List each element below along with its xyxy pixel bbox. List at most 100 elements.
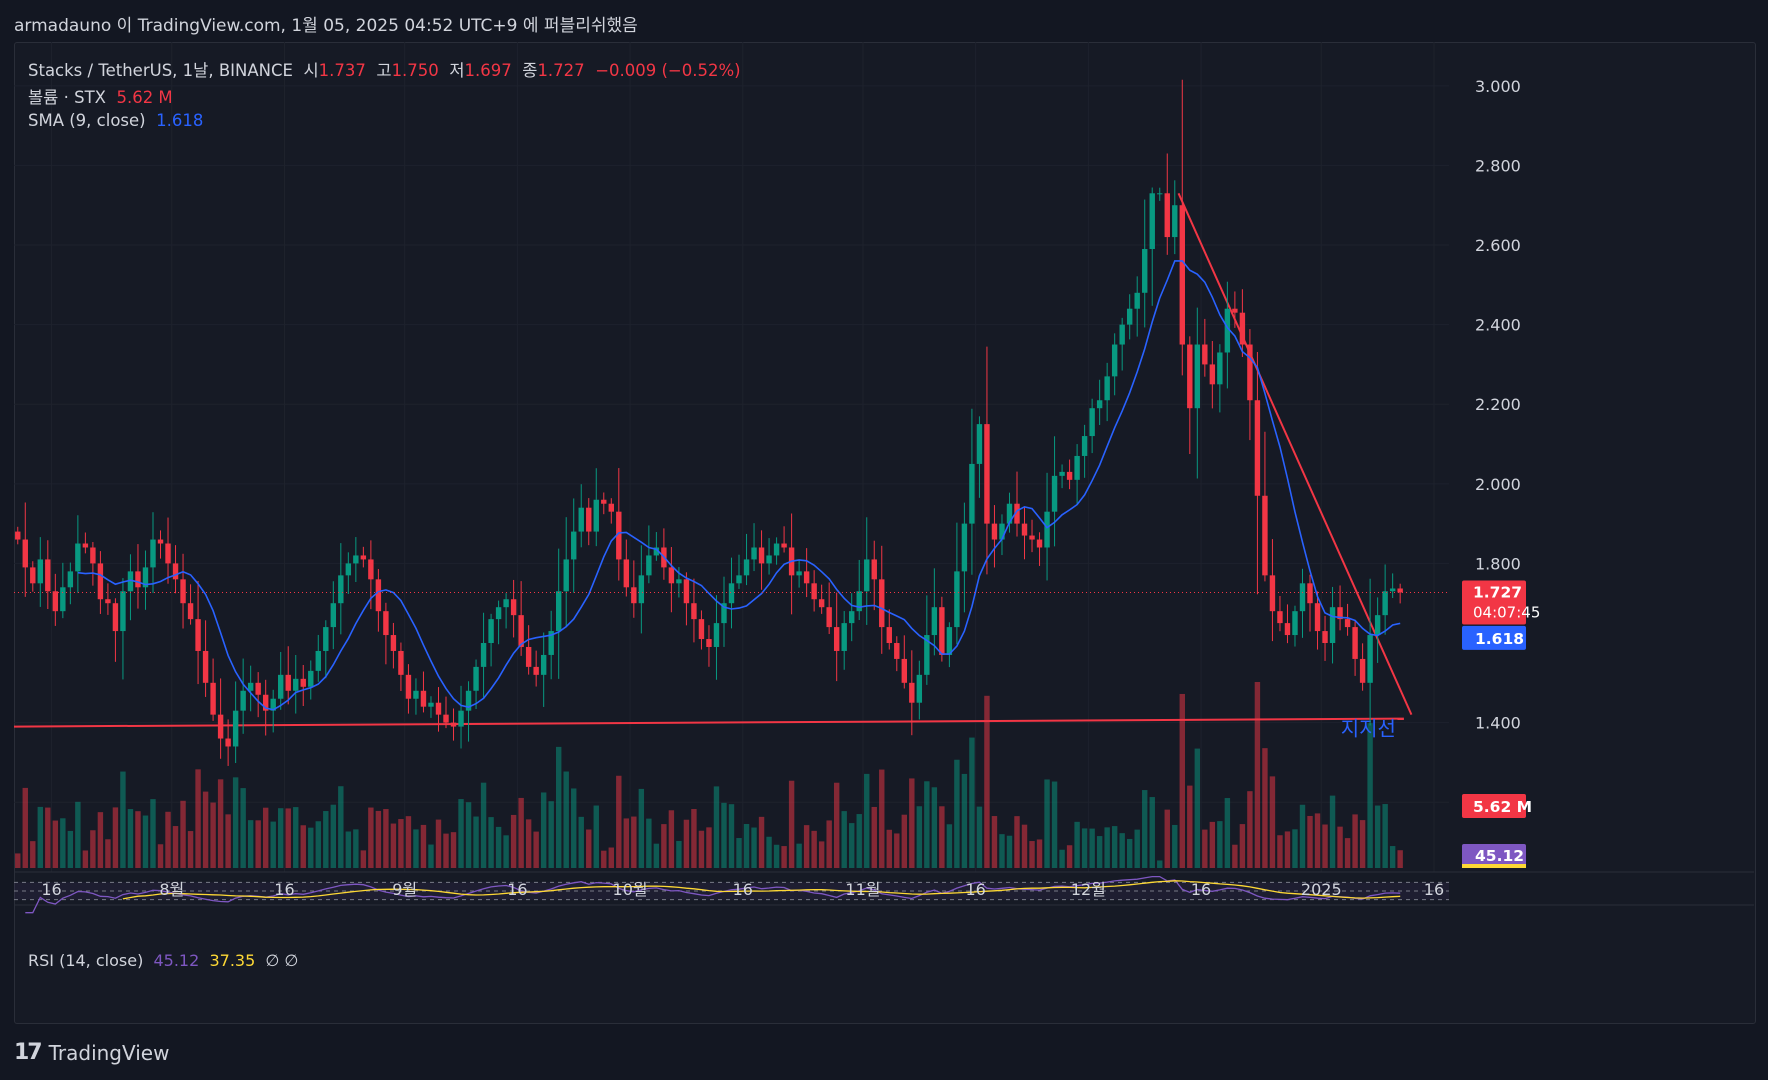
resistance-trendline[interactable] <box>1177 192 1413 716</box>
countdown-label: 04:07:45 <box>1473 603 1540 621</box>
volume-bar <box>563 771 569 868</box>
x-axis-tick-label: 16 <box>1424 880 1444 899</box>
candle-body <box>262 694 269 711</box>
volume-bar <box>1202 829 1208 868</box>
rsi-ma-value: 37.35 <box>209 951 256 970</box>
rsi-legend[interactable]: RSI (14, close) 45.12 37.35 ∅ ∅ <box>28 951 298 970</box>
candle-body <box>45 559 51 592</box>
candle-body <box>638 575 645 604</box>
volume-bar <box>736 838 742 868</box>
volume-bar <box>1269 776 1276 868</box>
volume-bar <box>864 773 870 868</box>
candle-body <box>368 559 374 580</box>
last-price-badge[interactable] <box>1462 580 1526 625</box>
sma-line[interactable] <box>77 260 1401 711</box>
candle-body <box>691 603 697 620</box>
volume-bar <box>165 811 171 868</box>
brand-label: TradingView <box>48 1040 170 1065</box>
candle-body <box>405 674 412 699</box>
x-axis-tick-label: 16 <box>1191 880 1211 899</box>
candle-body <box>142 567 149 588</box>
volume-bar <box>849 823 855 868</box>
volume-bar <box>390 823 397 868</box>
candle-body <box>375 579 382 612</box>
support-line[interactable] <box>14 717 1404 728</box>
volume-bar <box>405 816 412 868</box>
symbol-name[interactable]: Stacks / TetherUS, 1날, BINANCE <box>28 61 293 80</box>
volume-bar <box>187 831 194 868</box>
candle-body <box>1134 292 1140 309</box>
volume-bar <box>315 821 321 868</box>
volume-bar <box>1074 821 1080 868</box>
candle-body <box>1322 631 1328 644</box>
candle-body <box>894 643 900 659</box>
volume-bar <box>45 807 51 868</box>
sma-badge[interactable] <box>1462 625 1526 650</box>
candle-body <box>360 555 367 560</box>
tradingview-brand[interactable]: 17 TradingView <box>14 1040 169 1065</box>
candle-body <box>217 714 224 739</box>
volume-bar <box>1277 835 1283 868</box>
volume-bar <box>548 801 554 868</box>
candle-body <box>1374 615 1381 636</box>
candle-body <box>112 603 119 632</box>
volume-bar <box>323 811 329 868</box>
candle-body <box>841 623 847 651</box>
volume-bar <box>480 782 487 868</box>
candle-body <box>157 539 164 544</box>
y-axis-tick-label: 2.200 <box>1475 395 1521 414</box>
candle-body <box>495 607 502 620</box>
volume-bar <box>135 811 141 868</box>
candle-body <box>202 650 209 683</box>
volume-bar <box>1066 845 1073 868</box>
volume-legend[interactable]: 볼륨 · STX 5.62 M <box>28 84 173 108</box>
x-axis-tick-label: 16 <box>274 880 294 899</box>
candle-body <box>758 547 765 564</box>
volume-bar <box>255 820 261 868</box>
volume-bar <box>90 830 96 868</box>
candle-body <box>833 627 840 651</box>
candle-body <box>1232 308 1238 313</box>
volume-bar <box>909 778 915 868</box>
volume-bar <box>1314 813 1321 868</box>
candle-body <box>428 702 434 707</box>
volume-bar <box>443 833 449 868</box>
volume-bar <box>1157 860 1163 868</box>
volume-bar <box>894 833 900 868</box>
volume-bar <box>1006 835 1013 868</box>
candle-body <box>1194 344 1201 409</box>
volume-bar <box>75 801 81 868</box>
rsi-badge[interactable] <box>1462 844 1526 868</box>
volume-bar <box>473 816 479 868</box>
candle-body <box>555 591 562 632</box>
candle-body <box>172 563 179 580</box>
candle-body <box>1217 352 1223 385</box>
volume-bar <box>1111 826 1118 868</box>
volume-bar <box>766 836 772 868</box>
volume-badge[interactable] <box>1462 794 1526 818</box>
volume-bar <box>1119 833 1125 868</box>
high-label: 고 <box>376 61 392 80</box>
volume-bar <box>232 777 239 868</box>
volume-bar <box>773 844 780 868</box>
volume-bar <box>533 831 539 868</box>
candle-body <box>736 575 742 584</box>
candle-body <box>969 463 975 524</box>
volume-bar <box>1337 826 1343 868</box>
x-axis-tick-label: 16 <box>41 880 61 899</box>
volume-bar <box>1389 846 1396 868</box>
candle-body <box>1277 611 1283 624</box>
volume-bar <box>518 797 524 868</box>
sma-legend[interactable]: SMA (9, close) 1.618 <box>28 111 203 130</box>
candle-body <box>1352 627 1358 659</box>
candle-body <box>1089 408 1095 437</box>
candle-body <box>135 571 141 588</box>
volume-bar <box>623 818 630 868</box>
sma-value: 1.618 <box>156 111 204 130</box>
rsi-ma-line[interactable] <box>122 880 1401 900</box>
price-chart[interactable]: 지지선 3.000 2.800 2.600 2.400 2.200 2.000 1.800 1.… <box>14 42 1754 1022</box>
tradingview-logo-icon: 17 <box>14 1040 43 1065</box>
candle-body <box>300 678 306 687</box>
candle-body <box>465 690 472 711</box>
volume-bar <box>984 695 990 868</box>
